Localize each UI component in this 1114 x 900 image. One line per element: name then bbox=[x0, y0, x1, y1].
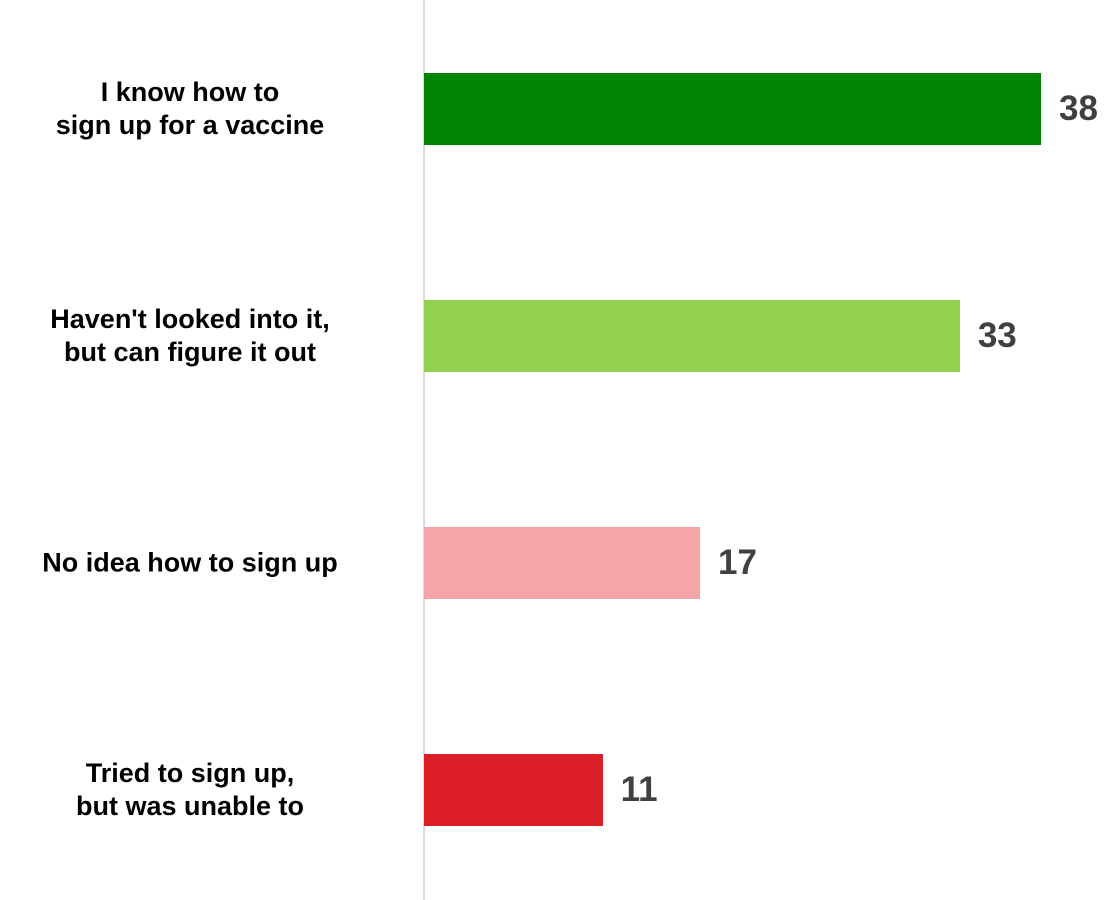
value-label: 33 bbox=[977, 316, 1017, 355]
category-label: Haven't looked into it, but can figure i… bbox=[50, 304, 330, 367]
value-label: 38 bbox=[1059, 89, 1098, 128]
value-label: 17 bbox=[718, 543, 757, 582]
bar bbox=[424, 300, 960, 372]
axis-line bbox=[423, 0, 425, 900]
bar bbox=[424, 527, 701, 599]
category-label: I know how to sign up for a vaccine bbox=[55, 77, 325, 140]
bar bbox=[424, 754, 603, 826]
category-label: Tried to sign up, but was unable to bbox=[75, 758, 304, 821]
value-label: 11 bbox=[620, 770, 658, 809]
category-label: No idea how to sign up bbox=[42, 547, 338, 578]
bar bbox=[424, 73, 1041, 145]
